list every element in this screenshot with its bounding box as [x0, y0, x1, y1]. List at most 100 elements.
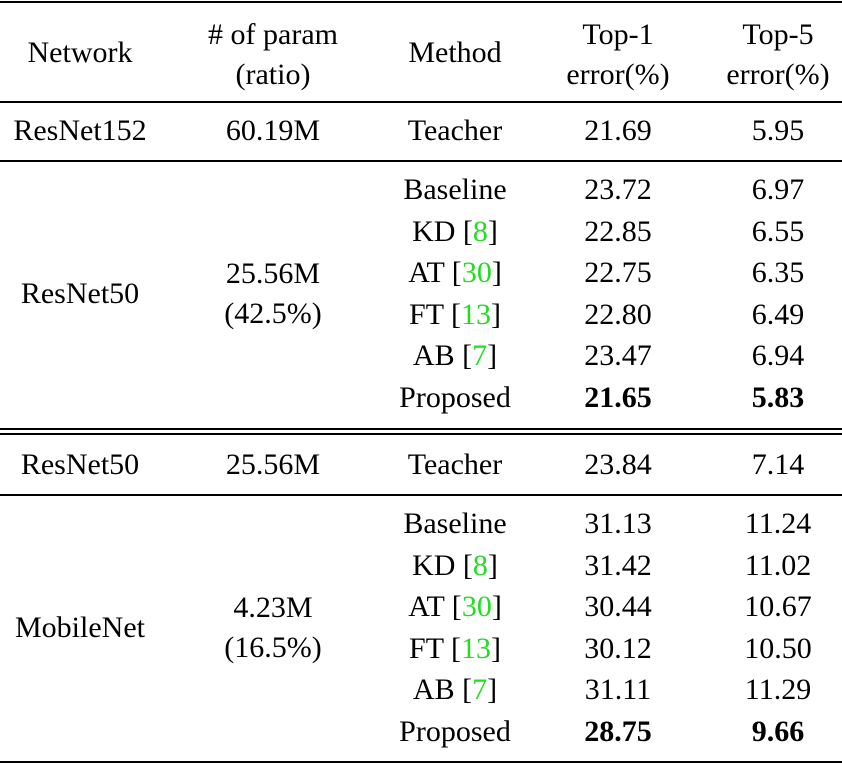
header-cell: error(%)	[566, 60, 669, 90]
param-text: 25.56M	[225, 448, 321, 481]
rule	[0, 428, 842, 430]
top5-cell: 11.29	[745, 675, 811, 705]
method-text: ]	[487, 214, 498, 248]
top1-error: 28.75	[584, 715, 652, 748]
citation: 13	[460, 297, 491, 331]
top5-error: 6.35	[751, 256, 805, 290]
param-text: 60.19M	[225, 114, 321, 147]
rule	[0, 494, 842, 496]
top1-error: 30.44	[584, 590, 652, 624]
top5-error: 5.83	[751, 381, 805, 414]
top5-cell: 6.97	[752, 175, 805, 205]
network-cell: ResNet50	[21, 279, 139, 309]
citation: 13	[460, 631, 491, 665]
top1-error: 22.80	[584, 297, 652, 331]
param-cell: 4.23M	[233, 593, 312, 623]
method-cell: Proposed	[399, 717, 511, 747]
header-text: error(%)	[726, 58, 830, 91]
method-cell: KD [8]	[412, 214, 498, 248]
citation: 8	[472, 548, 488, 582]
top5-cell: 10.50	[744, 631, 812, 665]
network-cell: ResNet50	[21, 450, 139, 480]
top5-cell: 6.35	[752, 258, 805, 288]
method-text: Proposed	[399, 381, 511, 414]
top1-cell: 22.85	[584, 214, 652, 248]
rule	[0, 433, 842, 435]
param-cell: 25.56M	[226, 259, 320, 289]
method-text: ]	[487, 548, 498, 582]
method-cell: FT [13]	[409, 631, 501, 665]
top5-error: 7.14	[751, 448, 805, 481]
method-cell: Proposed	[399, 383, 511, 413]
header-text: Top-5	[742, 18, 814, 51]
method-cell: Baseline	[403, 509, 506, 539]
top1-cell: 23.72	[584, 175, 652, 205]
header-text: Top-1	[582, 18, 654, 51]
header-cell: Top-5	[742, 20, 813, 50]
method-text: KD [	[412, 214, 473, 248]
rule	[0, 101, 842, 103]
method-text: ]	[487, 673, 498, 707]
header-cell: error(%)	[726, 60, 829, 90]
method-text: AT [	[408, 590, 462, 624]
top1-cell: 22.80	[584, 297, 652, 331]
top5-error: 6.97	[751, 173, 805, 206]
top5-error: 6.94	[751, 339, 805, 373]
top5-cell: 11.02	[744, 548, 812, 582]
param-text: 25.56M	[225, 257, 321, 290]
header-text: (ratio)	[235, 58, 311, 91]
method-cell: Teacher	[408, 450, 502, 480]
param-text: (16.5%)	[224, 631, 322, 664]
method-text: ]	[490, 631, 501, 665]
method-text: AT [	[408, 256, 462, 290]
method-text: ]	[491, 256, 502, 290]
method-text: ]	[487, 339, 498, 373]
method-text: AB [	[412, 673, 473, 707]
top1-cell: 21.69	[584, 116, 652, 146]
top5-cell: 6.49	[751, 297, 805, 331]
method-text: ]	[490, 297, 501, 331]
citation: 7	[472, 339, 488, 373]
top1-error: 22.85	[584, 214, 652, 248]
method-text: Teacher	[407, 114, 503, 147]
method-cell: AT [30]	[408, 592, 502, 622]
top1-cell: 23.47	[584, 341, 652, 371]
header-text: Method	[408, 36, 502, 69]
top1-cell: 23.84	[584, 450, 652, 480]
method-text: AB [	[412, 339, 473, 373]
network-cell: ResNet152	[13, 116, 146, 146]
rule	[0, 160, 842, 162]
rule	[0, 761, 842, 763]
top5-error: 11.02	[744, 548, 812, 582]
method-text: Teacher	[407, 448, 503, 481]
param-cell: (42.5%)	[224, 299, 321, 329]
top5-error: 5.95	[751, 114, 805, 147]
top5-error: 10.67	[744, 590, 812, 624]
top1-cell: 31.13	[584, 509, 652, 539]
top1-cell: 30.44	[584, 592, 652, 622]
method-cell: Teacher	[408, 116, 502, 146]
top1-cell: 31.11	[585, 675, 651, 705]
header-cell: Top-1	[582, 20, 653, 50]
method-text: Proposed	[399, 715, 511, 748]
header-cell: Network	[28, 38, 133, 68]
method-text: FT [	[409, 297, 461, 331]
rule	[0, 1, 842, 3]
top1-error: 31.13	[584, 507, 652, 540]
method-cell: AB [7]	[413, 675, 497, 705]
top5-error: 10.50	[744, 631, 812, 665]
top5-cell: 6.55	[752, 216, 805, 247]
header-cell: (ratio)	[236, 60, 311, 90]
method-text: KD [	[412, 548, 473, 582]
top1-error: 31.42	[584, 548, 652, 582]
header-text: Network	[27, 36, 133, 69]
param-cell: 25.56M	[226, 450, 320, 480]
top5-error: 6.49	[751, 297, 805, 331]
header-text: # of param	[208, 18, 338, 51]
param-cell: (16.5%)	[224, 633, 321, 663]
top1-error: 23.72	[584, 173, 652, 206]
method-text: Baseline	[403, 173, 507, 206]
top5-cell: 5.83	[752, 383, 805, 413]
method-cell: AT [30]	[408, 258, 502, 288]
